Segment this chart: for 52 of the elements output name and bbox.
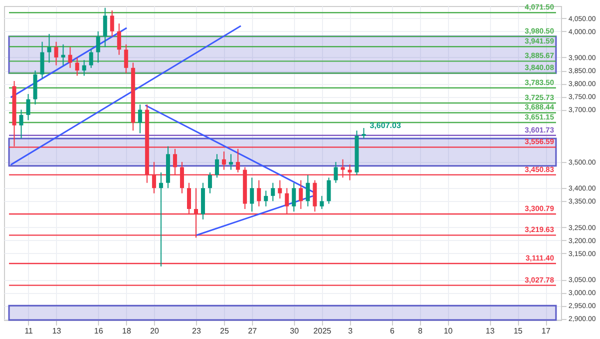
candlestick [54, 41, 58, 66]
x-tick-label: 3 [348, 326, 354, 336]
candlestick [110, 10, 114, 38]
x-tick-label: 8 [418, 326, 423, 336]
x-tick-label: 25 [220, 326, 230, 336]
candlestick [292, 182, 296, 212]
candlestick [250, 177, 254, 212]
candlestick [228, 154, 233, 170]
x-tick-label: 20 [150, 326, 160, 336]
candlestick [222, 151, 226, 170]
candlestick [117, 23, 122, 56]
candlestick [47, 33, 52, 64]
x-tick-label: 16 [94, 326, 104, 336]
candlestick [61, 44, 66, 66]
x-tick-label: 23 [192, 326, 202, 336]
candlestick [138, 104, 142, 134]
candlestick [312, 180, 317, 212]
candlestick [256, 180, 261, 207]
candlestick [40, 41, 44, 79]
x-tick-label: 13 [486, 326, 496, 336]
x-tick-label: 10 [444, 326, 454, 336]
candlestick [82, 60, 86, 76]
candlestick [75, 56, 80, 76]
x-tick-label: 2025 [313, 326, 332, 336]
candlestick [208, 172, 212, 194]
x-tick-label: 13 [52, 326, 62, 336]
candlestick [270, 182, 275, 202]
candlestick [214, 154, 219, 178]
x-tick-label: 15 [514, 326, 524, 336]
x-tick-label: 17 [542, 326, 552, 336]
candlestick [278, 180, 282, 200]
candlestick [89, 49, 94, 68]
candlestick [103, 7, 108, 48]
candlestick [326, 177, 331, 204]
candlestick [264, 190, 268, 207]
candlestick [306, 174, 310, 207]
candlestick [320, 195, 324, 210]
candlestick [159, 172, 164, 267]
x-tick-label: 18 [122, 326, 132, 336]
candlestick [68, 46, 72, 68]
candlestick [26, 94, 30, 121]
x-tick-label: 6 [390, 326, 395, 336]
annotation: 3,607.03 [370, 120, 402, 130]
x-tick-label: 11 [24, 326, 34, 336]
x-tick-label: 30 [290, 326, 300, 336]
candlestick [298, 180, 303, 210]
candlestick [124, 44, 128, 74]
candlestick [19, 109, 24, 139]
candlestick [334, 161, 338, 184]
x-tick-label: 27 [248, 326, 258, 336]
candlestick [96, 30, 100, 64]
candlestick [362, 127, 366, 139]
